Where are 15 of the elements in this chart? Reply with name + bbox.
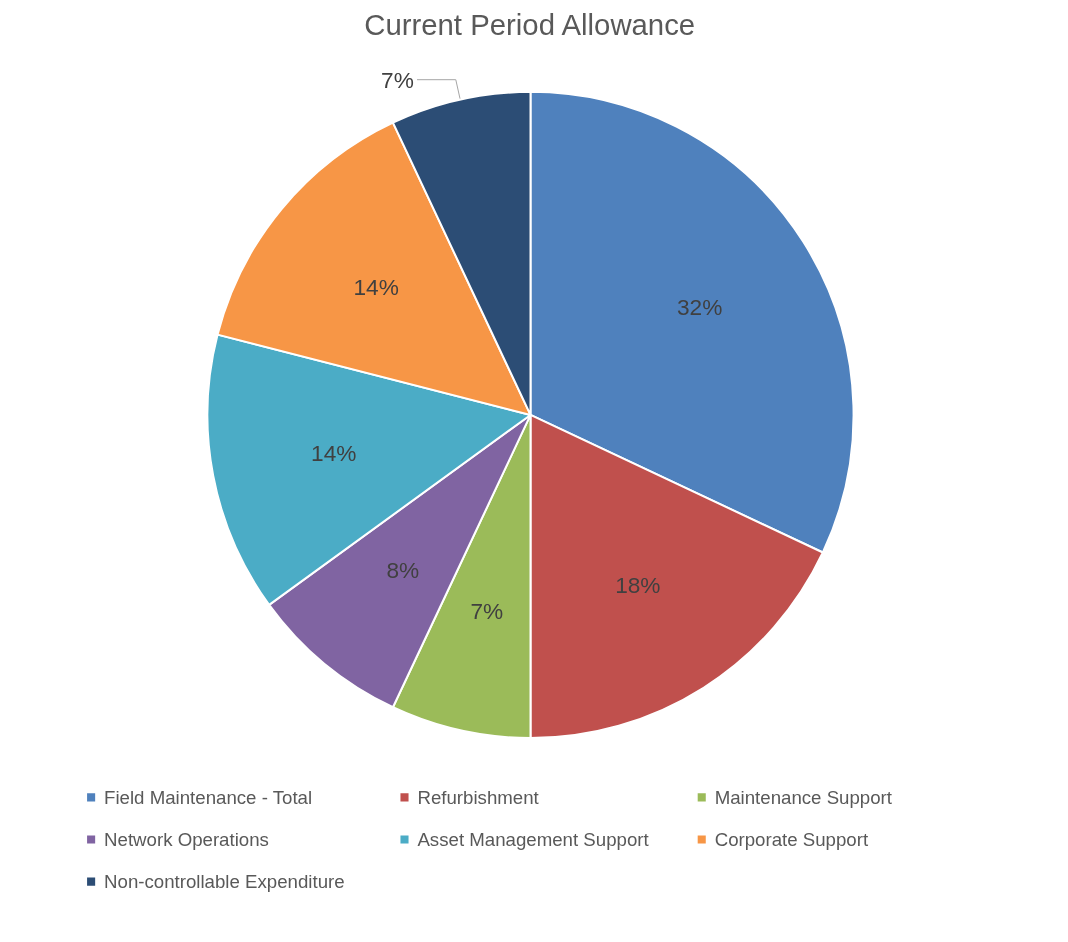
data-label: 14% xyxy=(311,439,357,466)
data-label: 32% xyxy=(676,294,723,321)
data-label: 7% xyxy=(470,598,504,625)
legend-label: Refurbishment xyxy=(417,786,540,808)
legend-label: Non-controllable Expenditure xyxy=(104,871,345,893)
data-label: 8% xyxy=(386,556,420,583)
legend-label: Field Maintenance - Total xyxy=(104,786,313,808)
data-label: 14% xyxy=(353,273,399,300)
legend-label: Asset Management Support xyxy=(417,828,650,850)
data-label: 18% xyxy=(615,571,661,598)
legend-label: Corporate Support xyxy=(714,828,869,850)
legend-label: Maintenance Support xyxy=(714,786,893,808)
data-label: 7% xyxy=(381,66,414,93)
legend-label: Network Operations xyxy=(104,828,269,850)
chart-title: Current Period Allowance xyxy=(364,7,696,41)
